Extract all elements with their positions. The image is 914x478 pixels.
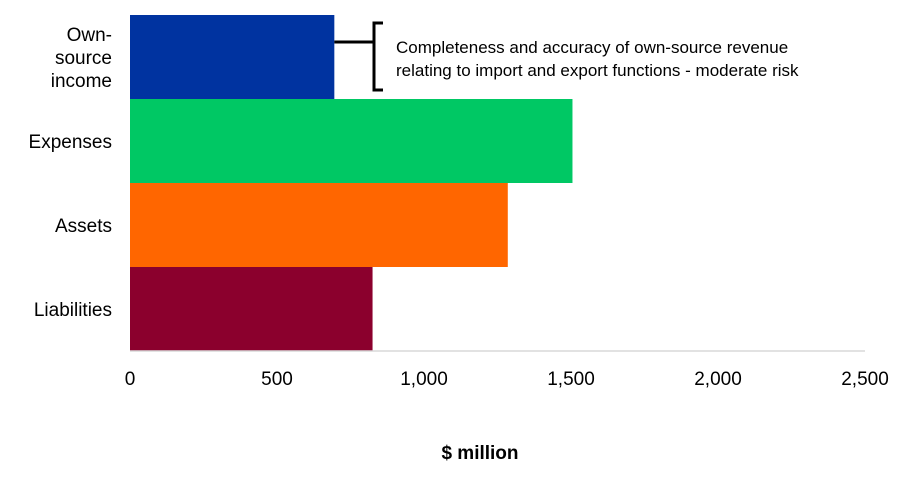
category-label-expenses: Expenses	[29, 132, 112, 153]
bar-expenses	[130, 99, 573, 183]
annotation-line-1: Completeness and accuracy of own-source …	[396, 38, 788, 57]
bar-liabilities	[130, 267, 373, 351]
x-tick-label: 500	[261, 369, 293, 390]
x-tick-labels: 0 500 1,000 1,500 2,000 2,500	[125, 369, 889, 390]
annotation-line-2: relating to import and export functions …	[396, 61, 799, 80]
x-tick-label: 2,000	[694, 369, 742, 390]
category-label-liabilities: Liabilities	[34, 300, 112, 321]
x-tick-label: 1,000	[400, 369, 448, 390]
category-label-assets: Assets	[55, 216, 112, 237]
category-label-own-source-income: Own-source income	[51, 25, 112, 92]
bar-assets	[130, 183, 508, 267]
x-tick-label: 2,500	[841, 369, 889, 390]
annotation-bracket	[372, 21, 383, 92]
x-tick-label: 1,500	[547, 369, 595, 390]
x-tick-label: 0	[125, 369, 136, 390]
bar-own-source-income	[130, 15, 335, 99]
annotation: Completeness and accuracy of own-source …	[334, 21, 799, 92]
bars-group	[130, 15, 573, 351]
category-labels: Own-source income Expenses Assets Liabilitie…	[29, 25, 112, 321]
x-axis-title: $ million	[441, 443, 518, 464]
